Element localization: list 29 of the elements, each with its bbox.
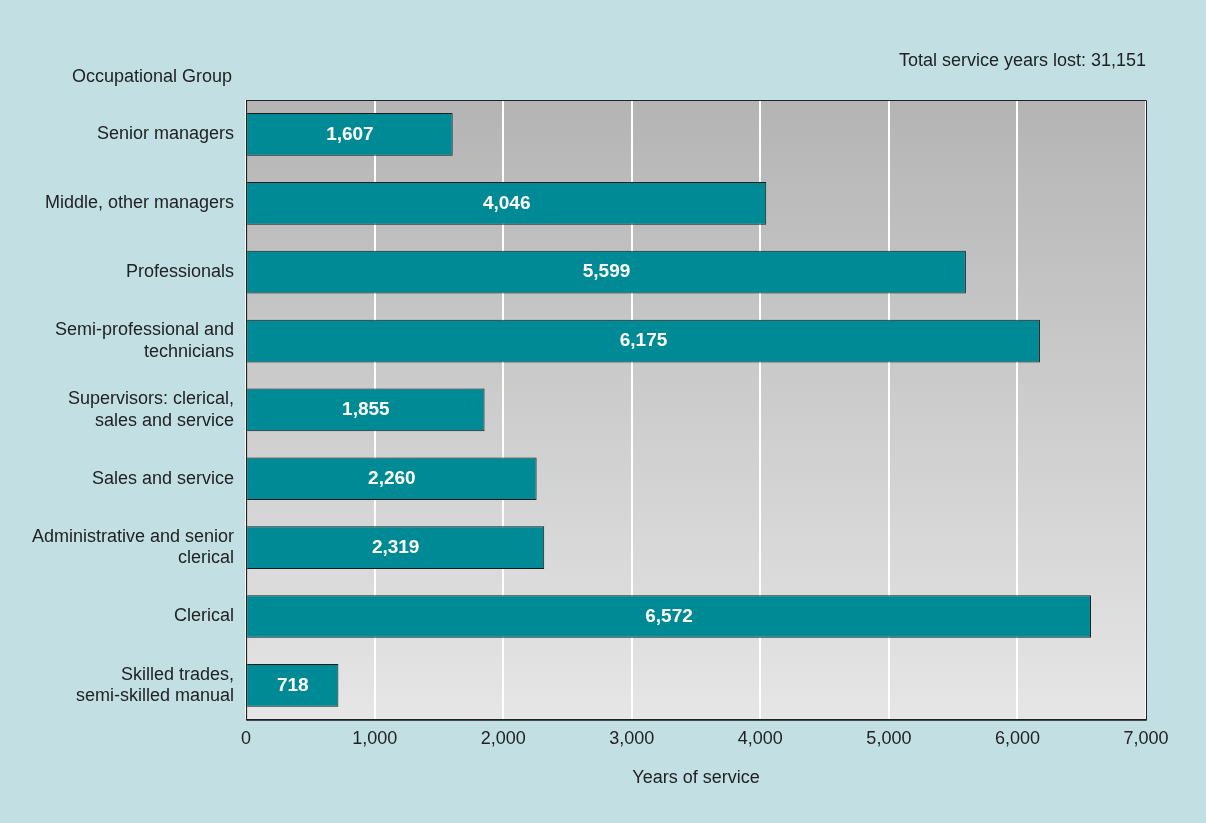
data-label: 6,572 [645,604,693,626]
data-label: 4,046 [482,191,531,213]
x-tick-label: 1,000 [352,727,398,748]
data-label: 1,607 [326,122,374,144]
y-tick-label: Administrative and senior clerical [31,525,235,568]
x-axis-title: Years of service [632,767,760,788]
y-tick-label: Clerical [174,605,235,626]
y-tick-label: Senior managers [97,123,235,144]
x-tick-label: 6,000 [994,727,1040,748]
x-tick-label: 4,000 [737,727,783,748]
data-label: 5,599 [582,260,631,282]
y-tick-label: Supervisors: clerical, sales and service [68,388,235,430]
data-label: 6,175 [619,329,668,351]
data-label: 2,260 [368,467,416,488]
y-tick-label: Semi-professional and technicians [54,319,235,361]
x-tick-label: 5,000 [866,727,912,748]
y-tick-label: Sales and service [92,467,235,488]
data-label: 718 [276,673,309,695]
y-axis-title: Occupational Group [72,66,233,86]
y-tick-label: Professionals [126,261,235,282]
x-tick-label: 3,000 [609,727,655,748]
x-tick-label: 7,000 [1123,727,1169,748]
y-tick-label: Skilled trades, semi-skilled manual [76,663,235,706]
x-tick-label: 0 [241,727,252,748]
data-label: 1,855 [342,398,391,420]
text: Total service years lost: 31,151 [898,50,1146,70]
y-tick-label: Middle, other managers [44,192,235,213]
x-tick-label: 2,000 [480,727,526,748]
data-label: 2,319 [371,535,420,557]
